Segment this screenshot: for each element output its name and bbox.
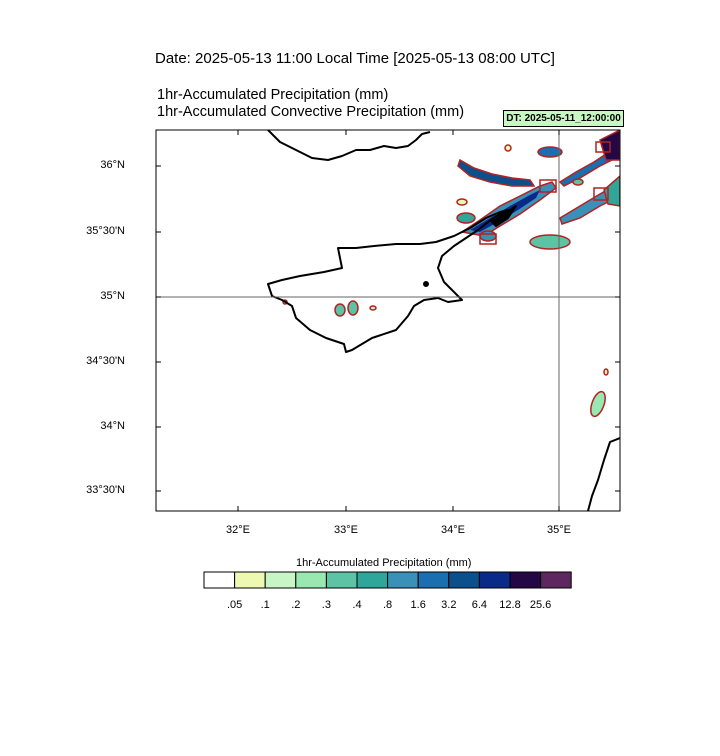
convective-precipitation-title: 1hr-Accumulated Convective Precipitation… — [157, 104, 465, 120]
colorbar-tick-label: 12.8 — [499, 599, 521, 611]
colorbar-tick-label: 25.6 — [529, 599, 552, 611]
precipitation-cells — [282, 130, 620, 418]
convective-box-1 — [479, 233, 497, 245]
coastlines — [267, 130, 620, 511]
colorbar-tick-label: .3 — [321, 599, 331, 611]
precip-cell-11 — [504, 144, 512, 152]
precip-cell-13 — [572, 178, 584, 186]
levant-coast — [587, 437, 620, 511]
lon-ticks — [237, 130, 560, 511]
map-frame — [155, 129, 621, 512]
convective-box-3 — [593, 187, 609, 201]
colorbar-tick-label: .2 — [291, 599, 301, 611]
colorbar-tick-label: 1.6 — [410, 599, 426, 611]
precip-cell-5 — [590, 390, 606, 418]
lon-label-32E: 32°E — [226, 524, 250, 536]
colorbar-tick-label: .1 — [260, 599, 270, 611]
colorbar-swatch — [356, 571, 389, 589]
precip-cell-1 — [529, 234, 571, 250]
colorbar-swatch — [203, 571, 236, 589]
turkey-coast — [267, 130, 431, 161]
lon-label-33E: 33°E — [334, 524, 358, 536]
lon-label-35E: 35°E — [547, 524, 571, 536]
colorbar-tick-label: .4 — [352, 599, 362, 611]
colorbar — [203, 571, 572, 589]
lat-label-35-30N: 35°30'N — [86, 225, 125, 237]
colorbar-swatch — [540, 571, 572, 589]
precip-cell-8 — [369, 305, 377, 311]
precip-band-north — [457, 158, 536, 187]
colorbar-tick-label: 6.4 — [471, 599, 488, 611]
precip-cell-12 — [603, 368, 609, 376]
colorbar-tick-label: .05 — [226, 599, 243, 611]
precip-cell-4 — [537, 146, 563, 158]
precipitation-title: 1hr-Accumulated Precipitation (mm) — [157, 87, 389, 103]
precip-cell-2 — [456, 212, 476, 224]
karpas-tip — [491, 205, 517, 227]
lon-label-34E: 34°E — [441, 524, 465, 536]
lat-label-33-30N: 33°30'N — [86, 484, 125, 496]
colorbar-swatch — [387, 571, 419, 589]
plot-date-title: Date: 2025-05-13 11:00 Local Time [2025-… — [155, 50, 555, 67]
map-area — [267, 130, 620, 511]
colorbar-swatch — [295, 571, 327, 589]
dt-badge: DT: 2025-05-11_12:00:00 — [503, 110, 624, 127]
colorbar-swatch — [417, 571, 450, 589]
precip-cell-7 — [347, 300, 359, 316]
colorbar-swatch — [264, 571, 297, 589]
precip-cell-10 — [456, 198, 468, 206]
precip-cell-6 — [334, 303, 346, 317]
lat-label-34N: 34°N — [100, 420, 125, 432]
colorbar-swatch — [234, 571, 266, 589]
lat-label-35N: 35°N — [100, 290, 125, 302]
convective-box-2 — [539, 179, 557, 193]
cyprus-coast — [267, 209, 509, 353]
islet — [423, 281, 429, 287]
colorbar-swatch — [448, 571, 480, 589]
colorbar-tick-label: .8 — [383, 599, 393, 611]
colorbar-swatch — [478, 571, 511, 589]
colorbar-swatch — [325, 571, 358, 589]
lat-label-36N: 36°N — [100, 159, 125, 171]
colorbar-swatch — [509, 571, 542, 589]
convective-box-4 — [595, 141, 611, 153]
lat-label-34-30N: 34°30'N — [86, 355, 125, 367]
colorbar-title: 1hr-Accumulated Precipitation (mm) — [296, 557, 472, 569]
precip-cell-3 — [479, 230, 497, 242]
lat-ticks — [156, 165, 620, 492]
colorbar-tick-label: 3.2 — [441, 599, 457, 611]
